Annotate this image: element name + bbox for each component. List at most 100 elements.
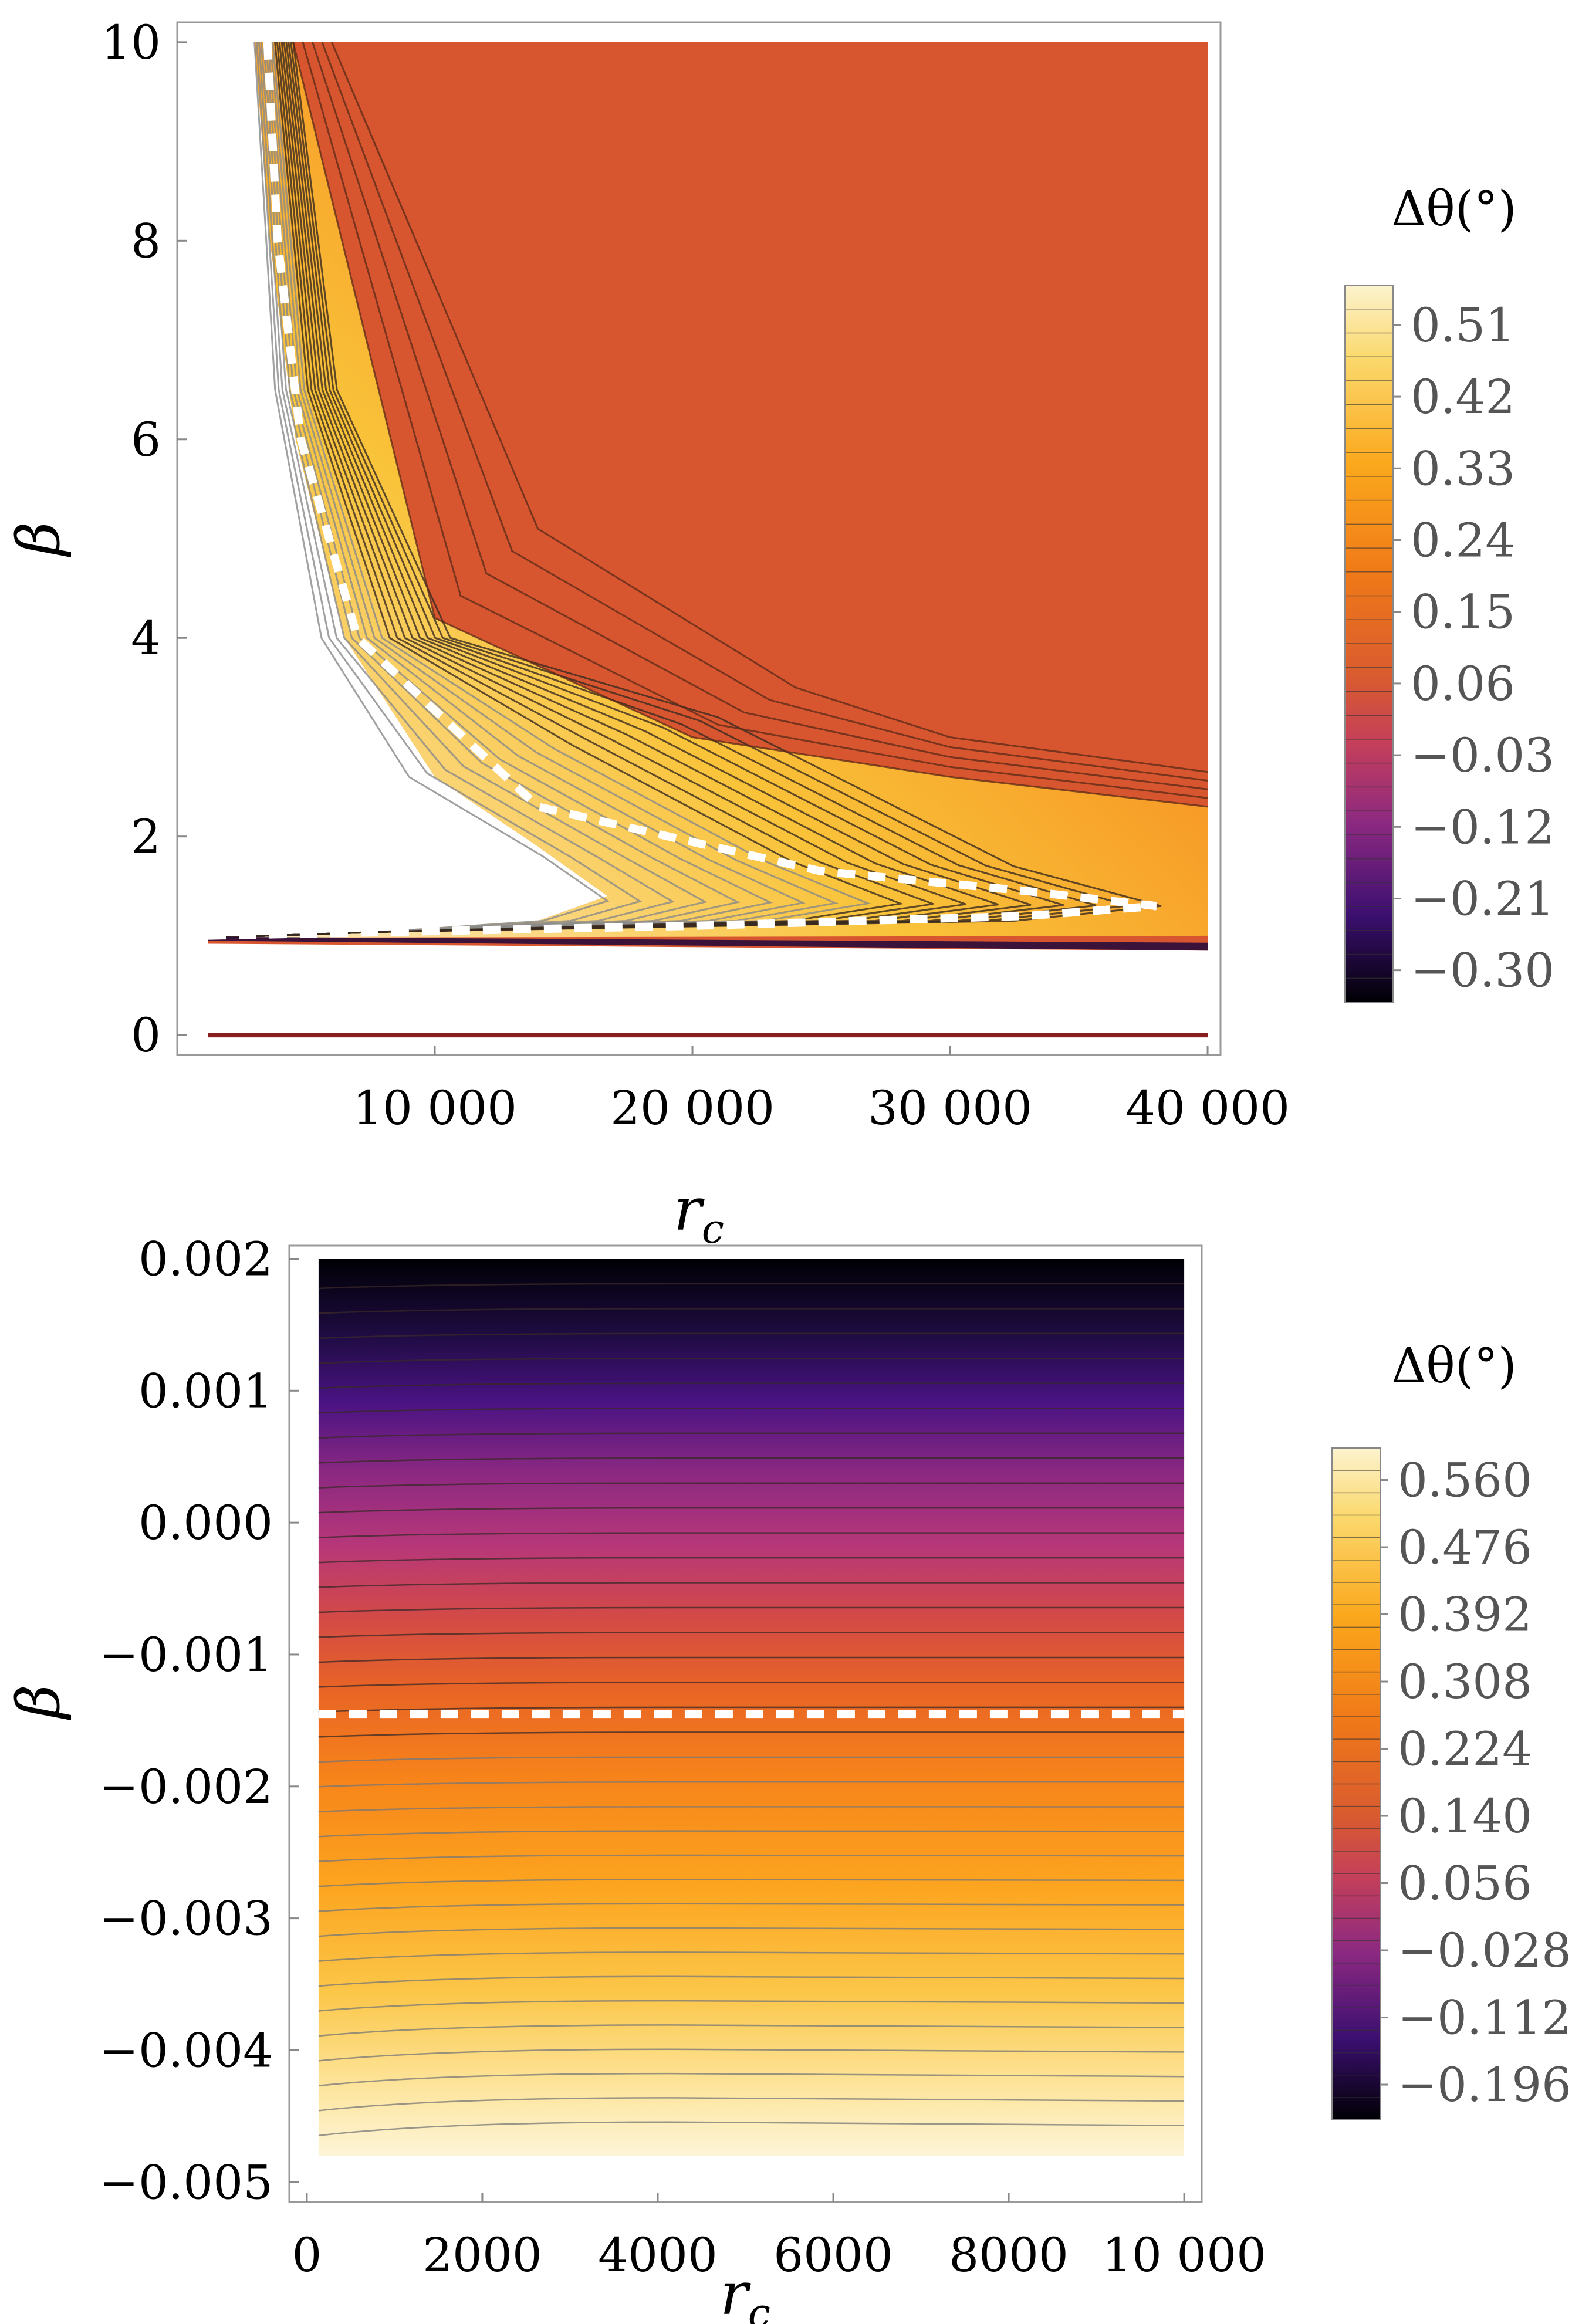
bottom-contour-line <box>318 1507 1185 1514</box>
bottom-colorbar-label: 0.392 <box>1398 1588 1532 1642</box>
top-contour-lines <box>208 42 1208 939</box>
bottom-contour-line <box>318 1582 1185 1588</box>
bottom-contour-line <box>318 1806 1185 1813</box>
top-gradient-region <box>208 42 1208 938</box>
bottom-y-tick-label: 0.002 <box>138 1232 273 1286</box>
bottom-contour-line <box>318 1879 1185 1887</box>
bottom-contour-line <box>318 1308 1185 1314</box>
top-colorbar-bands <box>1345 308 1393 979</box>
bottom-colorbar-label: 0.224 <box>1398 1722 1532 1777</box>
top-colorbar-labels: 0.51 0.42 0.33 0.24 0.15 0.06 −0.03 −0.12 −0.21 −… <box>1393 298 1554 998</box>
bottom-contour-line <box>318 1781 1185 1788</box>
top-contour-plot: 10 000 20 000 30 000 40 000 0 2 4 6 8 10 rc β Δθ… <box>4 15 1554 1253</box>
bottom-contour-line <box>318 1927 1185 1937</box>
bottom-y-tick-label: −0.004 <box>99 2023 273 2078</box>
top-colorbar-label: −0.12 <box>1411 800 1554 854</box>
top-colorbar-label: 0.42 <box>1411 370 1515 424</box>
top-colorbar-label: 0.51 <box>1411 298 1515 353</box>
bottom-contour-line <box>318 1557 1185 1564</box>
bottom-colorbar-label: 0.308 <box>1398 1655 1532 1709</box>
bottom-colorbar-label: −0.196 <box>1398 2058 1571 2112</box>
bottom-colorbar-bands <box>1332 1470 1380 2098</box>
bottom-contour-line <box>318 2072 1185 2087</box>
top-zero-contour <box>202 42 1157 940</box>
bottom-colorbar-label: 0.056 <box>1398 1856 1532 1911</box>
top-y-tick-label: 6 <box>131 412 161 467</box>
bottom-x-tick-label: 8000 <box>949 2228 1069 2282</box>
bottom-y-tick-label: −0.003 <box>99 1892 273 1946</box>
bottom-contour-line <box>318 2000 1185 2012</box>
top-contour-line <box>302 42 1208 799</box>
bottom-contour-line <box>318 1606 1185 1613</box>
bottom-contour-line <box>318 1756 1185 1763</box>
top-x-tick-label: 10 000 <box>353 1081 517 1135</box>
bottom-x-ticks: 0 2000 4000 6000 8000 10 000 <box>292 2193 1266 2282</box>
top-x-tick-label: 20 000 <box>610 1081 775 1135</box>
top-y-axis-title: β <box>4 522 73 558</box>
bottom-x-tick-label: 2000 <box>422 2228 542 2282</box>
bottom-contour-line <box>318 1854 1185 1862</box>
bottom-contour-line <box>318 1632 1185 1638</box>
bottom-colorbar-label: 0.140 <box>1398 1789 1532 1843</box>
bottom-contour-lines <box>318 1283 1185 2137</box>
top-y-tick-label: 0 <box>131 1008 161 1063</box>
bottom-y-tick-label: 0.000 <box>138 1496 273 1550</box>
bottom-contour-line <box>318 2048 1185 2062</box>
top-contour-line <box>331 42 1208 773</box>
top-colorbar-label: 0.33 <box>1411 441 1515 496</box>
bottom-x-tick-label: 10 000 <box>1102 2228 1266 2282</box>
bottom-contour-line <box>318 1332 1185 1339</box>
top-colorbar-label: 0.06 <box>1411 657 1515 711</box>
bottom-colorbar-label: −0.112 <box>1398 1991 1571 2045</box>
bottom-colorbar-frame <box>1331 1447 1381 2120</box>
top-x-ticks: 10 000 20 000 30 000 40 000 <box>353 1046 1290 1135</box>
bottom-x-axis-title: rc <box>720 2259 770 2324</box>
top-y-ticks: 0 2 4 6 8 10 <box>101 15 187 1063</box>
bottom-colorbar-label: −0.028 <box>1398 1923 1571 1978</box>
top-y-tick-label: 10 <box>101 15 161 70</box>
top-contour-line <box>321 42 1208 782</box>
bottom-contour-line <box>318 1382 1185 1389</box>
top-colorbar-label: −0.03 <box>1411 728 1554 783</box>
bottom-y-tick-label: −0.005 <box>99 2155 273 2210</box>
bottom-contour-line <box>318 1830 1185 1838</box>
top-y-tick-label: 8 <box>131 214 161 268</box>
bottom-y-tick-label: 0.001 <box>138 1364 273 1418</box>
bottom-contour-line <box>318 1408 1185 1414</box>
bottom-colorbar-title: Δθ(°) <box>1391 1338 1517 1394</box>
bottom-y-axis-title: β <box>4 1684 73 1721</box>
bottom-contour-line <box>318 1482 1185 1489</box>
bottom-colorbar-label: 0.476 <box>1398 1520 1532 1575</box>
bottom-contour-line <box>318 1432 1185 1439</box>
bottom-contour-line <box>318 1975 1185 1987</box>
top-x-tick-label: 30 000 <box>868 1081 1032 1135</box>
top-y-tick-label: 4 <box>131 611 161 665</box>
bottom-y-ticks: 0.002 0.001 0.000 −0.001 −0.002 −0.003 −0.004 −… <box>99 1232 299 2210</box>
bottom-x-tick-label: 6000 <box>773 2228 893 2282</box>
top-contour-line <box>292 42 1208 808</box>
top-contour-line <box>312 42 1208 790</box>
top-dark-band <box>208 936 1208 951</box>
bottom-x-tick-label: 0 <box>292 2228 322 2282</box>
bottom-y-tick-label: −0.002 <box>99 1760 273 1814</box>
top-colorbar-frame <box>1344 285 1394 1003</box>
bottom-contour-line <box>318 2097 1185 2112</box>
bottom-contour-line <box>318 2121 1185 2137</box>
bottom-contour-line <box>318 1731 1185 1738</box>
top-colorbar-label: 0.24 <box>1411 513 1515 567</box>
top-colorbar-title: Δθ(°) <box>1391 181 1517 237</box>
bottom-contour-line <box>318 1532 1185 1538</box>
bottom-contour-line <box>318 2024 1185 2037</box>
top-contour-line <box>208 42 1162 939</box>
bottom-y-tick-label: −0.001 <box>99 1628 273 1682</box>
bottom-contour-line <box>318 1358 1185 1364</box>
bottom-contour-line <box>318 1283 1185 1290</box>
top-x-axis-title: rc <box>674 1175 724 1253</box>
bottom-x-tick-label: 4000 <box>598 2228 718 2282</box>
bottom-colorbar-labels: 0.560 0.476 0.392 0.308 0.224 0.140 0.056 −0.02… <box>1380 1453 1571 2112</box>
bottom-contour-line <box>318 1682 1185 1688</box>
bottom-contour-line <box>318 1903 1185 1912</box>
bottom-colorbar-label: 0.560 <box>1398 1453 1532 1508</box>
top-y-tick-label: 2 <box>131 810 161 864</box>
